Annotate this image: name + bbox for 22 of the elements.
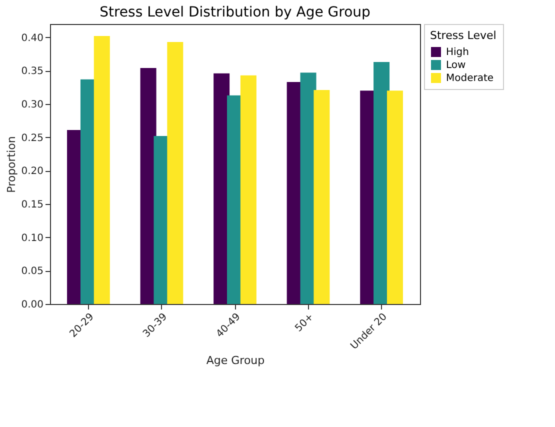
bar [94, 36, 110, 304]
y-tick-label: 0.30 [21, 100, 44, 110]
chart-title: Stress Level Distribution by Age Group [100, 4, 370, 20]
bar [167, 42, 184, 304]
y-tick-label: 0.40 [21, 32, 44, 44]
legend-label: High [446, 47, 469, 58]
legend-label: Moderate [446, 73, 494, 84]
bar [240, 75, 256, 304]
x-axis-title: Age Group [206, 354, 265, 368]
legend-title: Stress Level [430, 29, 496, 42]
y-tick-label: 0.20 [21, 166, 44, 178]
legend-label: Low [446, 60, 466, 71]
y-axis-title: Proportion [5, 136, 18, 193]
y-tick-label: 0.05 [21, 266, 44, 278]
bar [314, 90, 330, 304]
y-tick-label: 0.25 [21, 132, 44, 144]
y-tick-label: 0.10 [21, 232, 44, 244]
y-tick-label: 0.35 [21, 66, 44, 78]
bar [386, 90, 403, 304]
x-tick-label: 50+ [293, 312, 316, 334]
y-tick-label: 0.15 [21, 200, 44, 210]
y-tick-label: 0.00 [21, 300, 44, 310]
